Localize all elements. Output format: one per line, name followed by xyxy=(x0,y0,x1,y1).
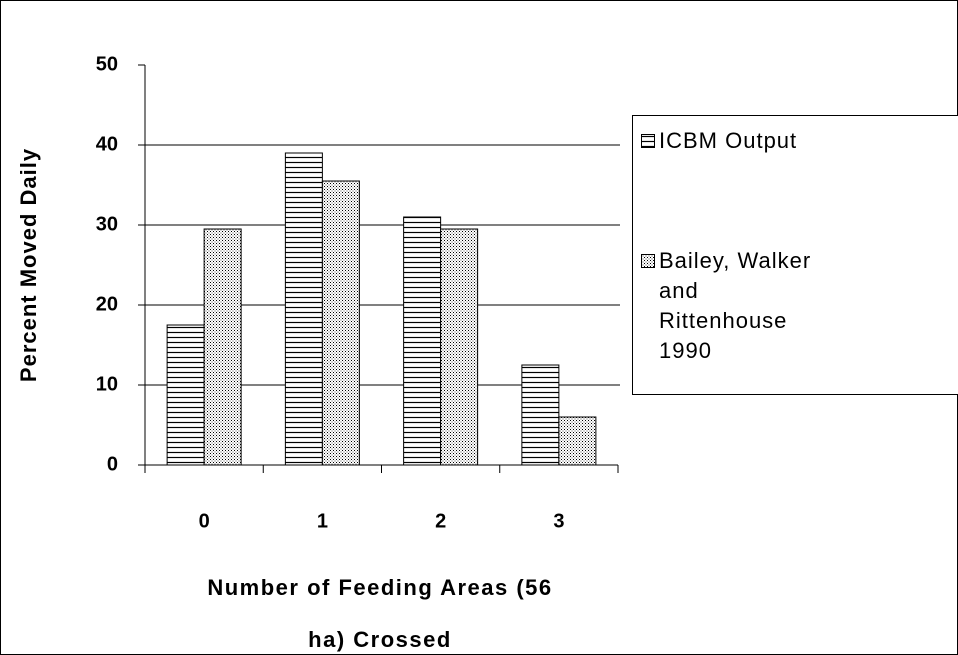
bar xyxy=(521,364,560,466)
plot: 0 10 20 30 40 50 0 1 2 3 xyxy=(96,53,620,532)
x-tick-label: 0 xyxy=(199,510,210,532)
legend-swatch-fill xyxy=(641,254,655,268)
x-tick-label: 3 xyxy=(553,510,564,532)
legend-swatch-fill xyxy=(641,134,655,148)
bar xyxy=(403,216,442,466)
x-tick-label: 1 xyxy=(317,510,328,532)
legend: ICBM Output Bailey, Walker and Rittenhous… xyxy=(632,115,958,395)
bar xyxy=(284,152,323,466)
bar xyxy=(166,324,205,466)
x-axis-title: Number of Feeding Areas (56 ha) Crossed xyxy=(207,575,553,652)
y-tick-label: 20 xyxy=(96,293,118,315)
x-tick-label: 2 xyxy=(435,510,446,532)
legend-swatch xyxy=(641,254,655,268)
y-tick-label: 10 xyxy=(96,373,118,395)
y-tick-label: 0 xyxy=(107,453,118,475)
bar xyxy=(558,416,597,466)
legend-label: Bailey, Walker and Rittenhouse 1990 xyxy=(659,248,812,363)
legend-entry: ICBM Output xyxy=(641,126,834,156)
y-tick-label: 40 xyxy=(96,133,118,155)
y-axis-title: Percent Moved Daily xyxy=(16,148,41,382)
y-tick-label: 50 xyxy=(96,53,118,75)
bar xyxy=(440,228,479,466)
legend-entry: Bailey, Walker and Rittenhouse 1990 xyxy=(641,246,834,366)
legend-label: ICBM Output xyxy=(659,128,798,153)
bar xyxy=(203,228,242,466)
legend-swatch xyxy=(641,134,655,148)
y-tick-label: 30 xyxy=(96,213,118,235)
bar xyxy=(321,180,360,466)
